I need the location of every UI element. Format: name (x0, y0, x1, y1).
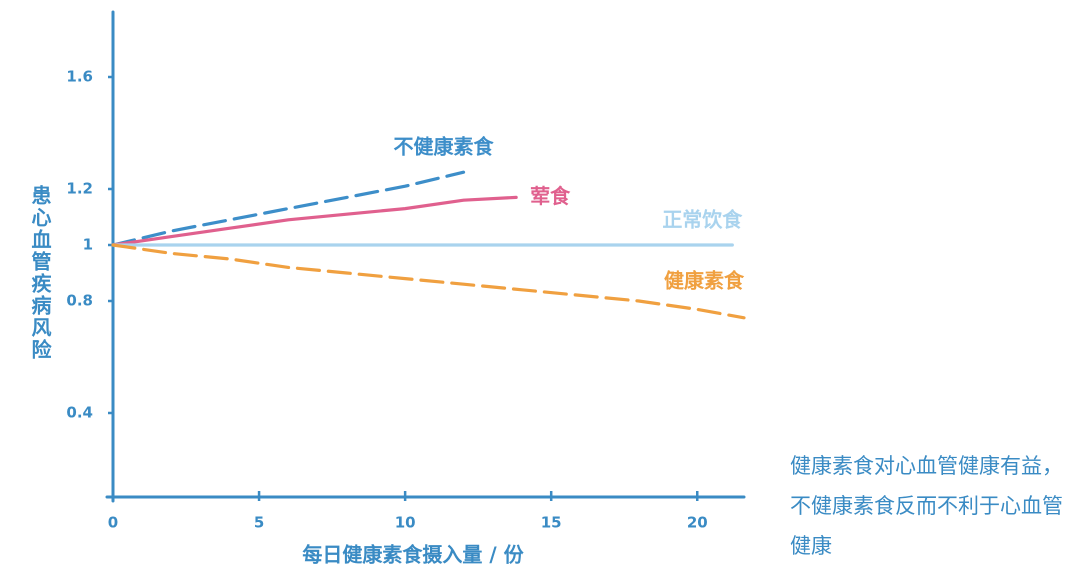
x-tick-label: 20 (687, 514, 708, 532)
series-label: 健康素食 (664, 268, 745, 292)
line-series (111, 170, 466, 247)
y-tick-label: 1 (83, 236, 93, 254)
line-series (111, 243, 746, 320)
series-label: 荤食 (530, 184, 571, 208)
annotation: 健康素食对心血管健康有益，不健康素食反而不利于心血管健康 (790, 454, 1063, 558)
y-tick-label: 0.8 (66, 292, 93, 310)
x-axis-label: 每日健康素食摄入量 / 份 (302, 543, 524, 567)
series-label: 正常饮食 (662, 208, 743, 232)
y-axis-label: 患心血管疾病风险 (28, 185, 52, 361)
y-tick-label: 0.4 (66, 404, 93, 422)
x-tick-label: 0 (108, 514, 118, 532)
x-tick-label: 5 (254, 514, 264, 532)
line-series (111, 195, 518, 247)
x-tick-label: 10 (395, 514, 416, 532)
y-tick-label: 1.6 (66, 68, 93, 86)
y-tick-label: 1.2 (66, 180, 93, 198)
series-label: 不健康素食 (394, 135, 495, 159)
x-tick-label: 15 (541, 514, 562, 532)
